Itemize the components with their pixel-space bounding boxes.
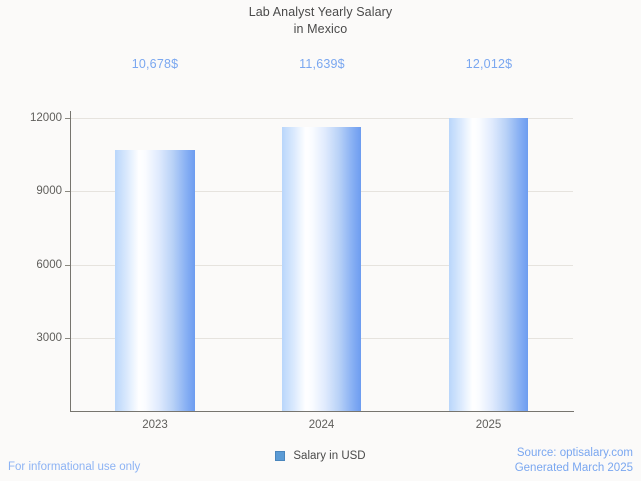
value-label-2023: 10,678$: [131, 57, 179, 71]
value-label-2025: 12,012$: [465, 57, 513, 71]
y-axis-line: [70, 111, 71, 412]
bar-2025[interactable]: [449, 117, 528, 411]
ytick-mark-6000: [65, 265, 71, 266]
bar-2023[interactable]: [115, 150, 195, 411]
bar-2024[interactable]: [282, 126, 361, 411]
chart-title: Lab Analyst Yearly Salary in Mexico: [0, 4, 641, 38]
ytick-label-3000: 3000: [36, 332, 62, 344]
x-axis-line: [70, 411, 574, 412]
chart-legend: Salary in USD: [0, 450, 641, 462]
ytick-mark-12000: [65, 118, 71, 119]
legend-label-salary-in-usd: Salary in USD: [293, 450, 366, 462]
source-text: Source: optisalary.com: [516, 447, 633, 459]
disclaimer-text: For informational use only: [8, 461, 141, 473]
gridline-12000: [71, 118, 573, 119]
xtick-label-2024: 2024: [308, 419, 335, 431]
ytick-mark-3000: [65, 338, 71, 339]
value-label-2024: 11,639$: [299, 57, 345, 71]
source-credit: Source: optisalary.com Generated March 2…: [515, 446, 633, 476]
legend-swatch-salary-in-usd[interactable]: [275, 451, 286, 461]
ytick-label-6000: 6000: [36, 259, 62, 271]
xtick-label-2025: 2025: [475, 419, 502, 431]
ytick-label-12000: 12000: [30, 112, 62, 124]
ytick-label-9000: 9000: [36, 185, 62, 197]
chart-title-line-2: in Mexico: [293, 22, 348, 36]
ytick-mark-9000: [65, 191, 71, 192]
xtick-label-2023: 2023: [142, 419, 168, 431]
generated-text: Generated March 2025: [514, 462, 633, 474]
chart-title-line-1: Lab Analyst Yearly Salary: [248, 5, 393, 19]
